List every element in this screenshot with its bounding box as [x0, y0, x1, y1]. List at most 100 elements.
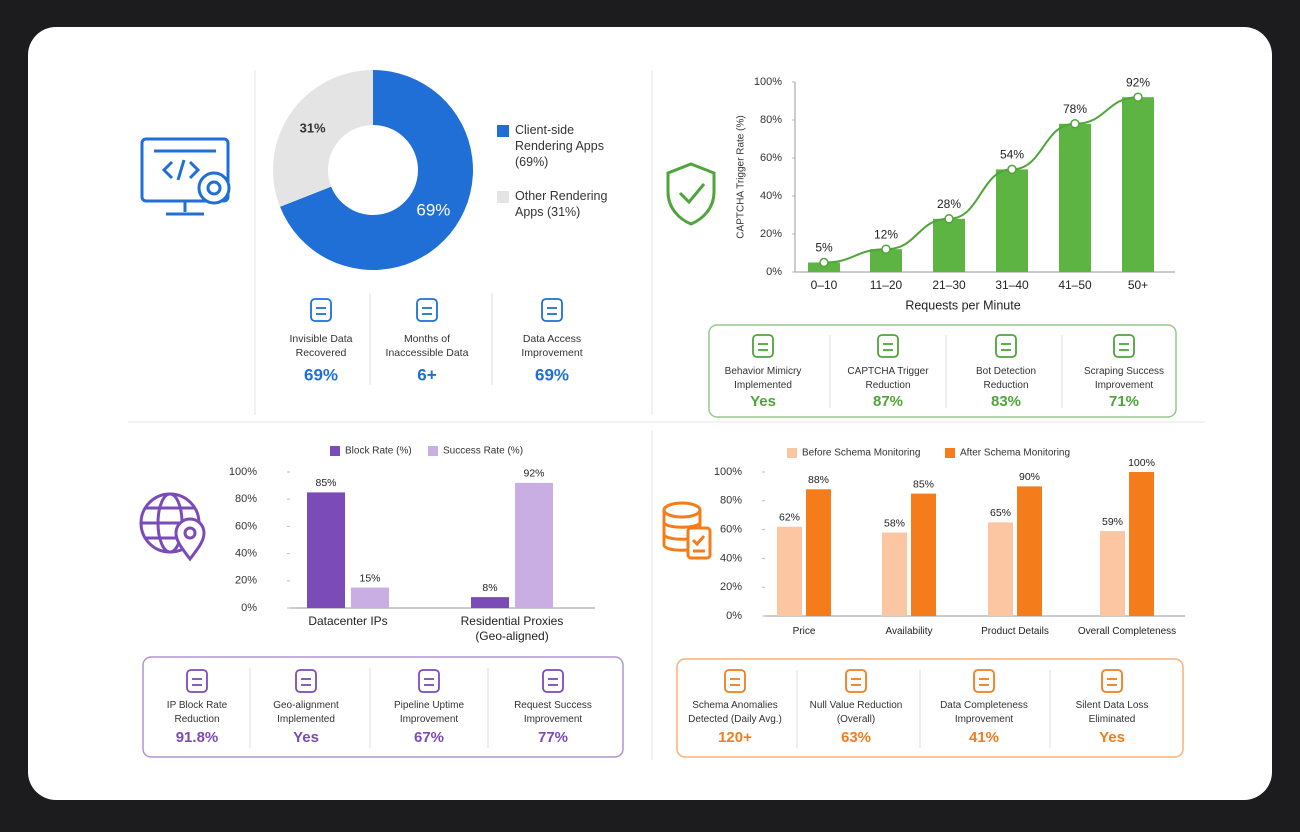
x-tick-label: 50+ — [1128, 278, 1148, 292]
shield-icon — [666, 162, 716, 226]
text-line: Reduction — [983, 380, 1028, 391]
kpi-icon — [877, 334, 899, 358]
value-label: 59% — [1102, 516, 1123, 528]
text-line: IP Block Rate — [167, 700, 228, 711]
kpi-label: Null Value Reduction (Overall) — [810, 700, 903, 725]
bar — [1059, 123, 1091, 272]
x-tick-label: 41–50 — [1058, 278, 1092, 292]
y-tick-label: 100% — [754, 76, 782, 88]
kpi-icon — [542, 669, 564, 693]
text-line: Reduction — [174, 714, 219, 725]
x-tick-label: 0–10 — [811, 278, 838, 292]
text-line: Eliminated — [1089, 714, 1136, 725]
value-label: 92% — [1126, 75, 1150, 89]
kpi-value: 83% — [991, 393, 1021, 410]
kpi-value: 67% — [414, 729, 444, 746]
text-line: Months of — [404, 333, 450, 345]
text-line: (69%) — [515, 155, 548, 169]
trend-point — [1133, 92, 1143, 102]
value-label: 28% — [937, 197, 961, 211]
value-label: 12% — [874, 227, 898, 241]
value-label: 5% — [815, 241, 833, 255]
kpi-label: Request Success Improvement — [514, 700, 592, 725]
value-label: 90% — [1019, 471, 1040, 483]
x-axis-title: Requests per Minute — [905, 298, 1020, 312]
text-line: Residential Proxies — [461, 614, 564, 628]
y-tick-label: 0% — [726, 610, 742, 622]
x-tick-label: Availability — [885, 626, 932, 637]
kpi-value: 87% — [873, 393, 903, 410]
bar — [351, 587, 389, 608]
kpi-icon-shape — [186, 669, 208, 693]
bar — [307, 492, 345, 608]
bar — [882, 532, 907, 616]
kpi-icon — [724, 669, 746, 693]
legend-label: Client-side Rendering Apps (69%) — [515, 123, 604, 169]
y-tick-label: 80% — [720, 495, 742, 507]
text-line: Implemented — [277, 714, 335, 725]
text-line: Inaccessible Data — [386, 347, 469, 359]
bar — [1129, 472, 1154, 616]
kpi-icon — [752, 334, 774, 358]
y-tick-label: 80% — [235, 493, 257, 505]
value-label: 88% — [808, 474, 829, 486]
bar — [996, 169, 1028, 272]
y-tick-label: 60% — [720, 524, 742, 536]
kpi-icon — [186, 669, 208, 693]
kpi-label: Data Completeness Improvement — [940, 700, 1028, 725]
kpi-icon — [1101, 669, 1123, 693]
kpi-icon — [541, 298, 563, 322]
text-line: Improvement — [1095, 380, 1154, 391]
code-monitor-icon — [140, 137, 231, 216]
kpi-label: Months of Inaccessible Data — [386, 333, 469, 359]
kpi-icon-shape — [724, 669, 746, 693]
globe-pin-icon — [139, 492, 206, 562]
y-tick-label: 40% — [235, 548, 257, 560]
value-label: 92% — [523, 468, 544, 480]
kpi-value: 91.8% — [176, 729, 219, 746]
kpi-icon — [973, 669, 995, 693]
x-tick-label: Datacenter IPs — [308, 614, 387, 628]
x-tick-label: 11–20 — [870, 278, 903, 292]
bar — [911, 493, 936, 616]
legend-swatch — [497, 191, 509, 203]
x-tick-label: 31–40 — [995, 278, 1029, 292]
value-label: 54% — [1000, 148, 1024, 162]
text-line: Data Access — [523, 333, 581, 345]
kpi-label: Bot Detection Reduction — [976, 366, 1036, 391]
kpi-label: Geo-alignment Implemented — [273, 700, 339, 725]
bar — [471, 597, 509, 608]
text-line: Silent Data Loss — [1076, 700, 1149, 711]
text-line: Bot Detection — [976, 366, 1036, 377]
kpi-icon-shape — [1101, 669, 1123, 693]
value-label: 65% — [990, 507, 1011, 519]
text-line: Overall Completeness — [1078, 626, 1176, 637]
bar — [1122, 97, 1154, 272]
kpi-label: Invisible Data Recovered — [289, 333, 352, 359]
kpi-icon — [416, 298, 438, 322]
kpi-icon-shape — [541, 298, 563, 322]
slice-label: 69% — [416, 201, 450, 220]
text-line: (Overall) — [837, 714, 875, 725]
text-line: Datacenter IPs — [308, 614, 387, 628]
text-line: Other Rendering — [515, 189, 607, 203]
kpi-icon-shape — [542, 669, 564, 693]
kpi-icon — [295, 669, 317, 693]
trend-point — [944, 214, 954, 224]
text-line: Schema Anomalies — [692, 700, 778, 711]
legend-swatch — [945, 448, 955, 458]
text-line: Availability — [885, 626, 932, 637]
y-tick-label: 20% — [760, 228, 782, 240]
value-label: 85% — [913, 478, 934, 490]
kpi-value: 120+ — [718, 729, 752, 746]
text-line: Improvement — [955, 714, 1014, 725]
kpi-box — [708, 324, 1177, 418]
text-line: Improvement — [400, 714, 459, 725]
value-label: 62% — [779, 512, 800, 524]
kpi-icon-shape — [973, 669, 995, 693]
bar — [870, 249, 902, 272]
kpi-label: Schema Anomalies Detected (Daily Avg.) — [688, 700, 782, 725]
pie-slice — [272, 70, 373, 207]
kpi-value: 77% — [538, 729, 568, 746]
value-label: 15% — [359, 572, 380, 584]
